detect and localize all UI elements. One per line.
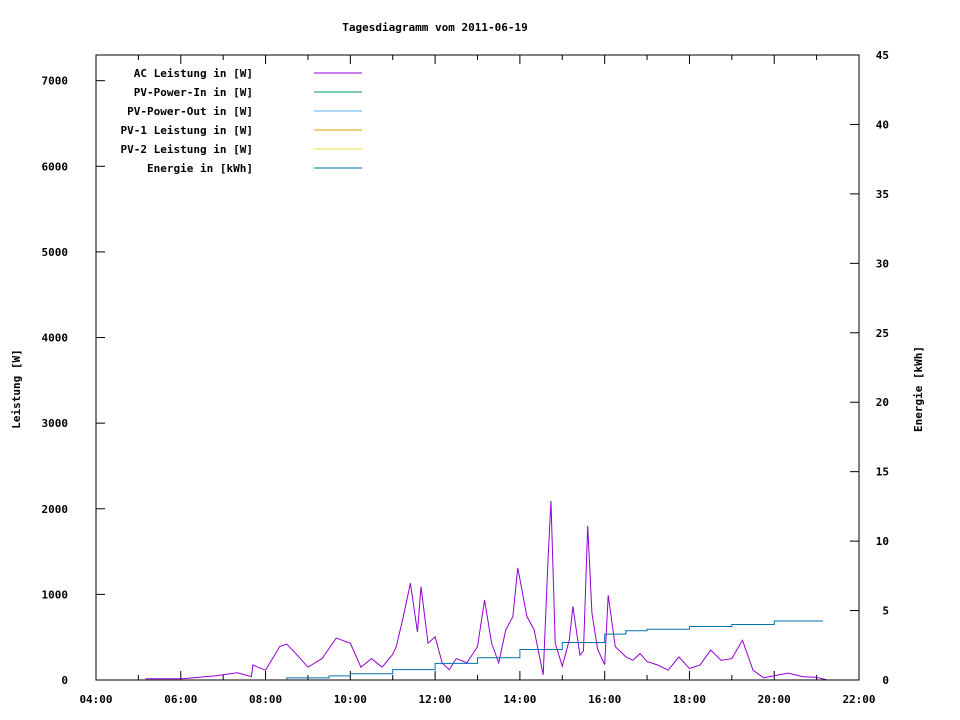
y2-tick-label: 0 [882, 674, 889, 687]
legend-label: PV-Power-In in [W] [134, 86, 253, 99]
y2-tick-label: 30 [876, 257, 889, 270]
series-line-5 [226, 620, 823, 681]
legend-label: PV-Power-Out in [W] [127, 105, 253, 118]
series-line-0 [145, 501, 828, 681]
legend: AC Leistung in [W] PV-Power-In in [W] PV-P… [121, 67, 362, 175]
x-tick-label: 16:00 [588, 693, 621, 706]
x-tick-label: 06:00 [164, 693, 197, 706]
y2-tick-label: 25 [876, 327, 889, 340]
legend-label: Energie in [kWh] [147, 162, 253, 175]
y2-tick-label: 35 [876, 188, 889, 201]
y2-tick-label: 15 [876, 466, 889, 479]
x-tick-label: 04:00 [79, 693, 112, 706]
plot-border [95, 54, 860, 681]
y2-tick-label: 20 [876, 396, 889, 409]
y-tick-label: 3000 [42, 417, 69, 430]
y-axis-label: Leistung [W] [10, 349, 23, 428]
legend-label: AC Leistung in [W] [134, 67, 253, 80]
x-tick-label: 12:00 [419, 693, 452, 706]
x-tick-label: 10:00 [334, 693, 367, 706]
x-tick-label: 20:00 [758, 693, 791, 706]
legend-label: PV-2 Leistung in [W] [121, 143, 253, 156]
chart-title: Tagesdiagramm vom 2011-06-19 [342, 21, 527, 34]
y-tick-label: 5000 [42, 246, 69, 259]
y2-axis-label: Energie [kWh] [912, 346, 925, 432]
series-group [145, 501, 828, 681]
y-tick-label: 1000 [42, 588, 69, 601]
y-tick-label: 2000 [42, 503, 69, 516]
x-tick-label: 14:00 [503, 693, 536, 706]
y2-tick-label: 40 [876, 118, 889, 131]
y2-tick-label: 10 [876, 535, 889, 548]
axes: 04:00 06:00 08:00 10:00 12:00 14:00 16:00 18:00… [42, 49, 890, 706]
y-tick-label: 4000 [42, 332, 69, 345]
y2-tick-label: 5 [882, 605, 889, 618]
y2-tick-label: 45 [876, 49, 889, 62]
x-tick-label: 08:00 [249, 693, 282, 706]
y-tick-label: 6000 [42, 160, 69, 173]
y-tick-label: 0 [61, 674, 68, 687]
x-tick-label: 22:00 [842, 693, 875, 706]
legend-label: PV-1 Leistung in [W] [121, 124, 253, 137]
y-tick-label: 7000 [42, 75, 69, 88]
x-tick-label: 18:00 [673, 693, 706, 706]
